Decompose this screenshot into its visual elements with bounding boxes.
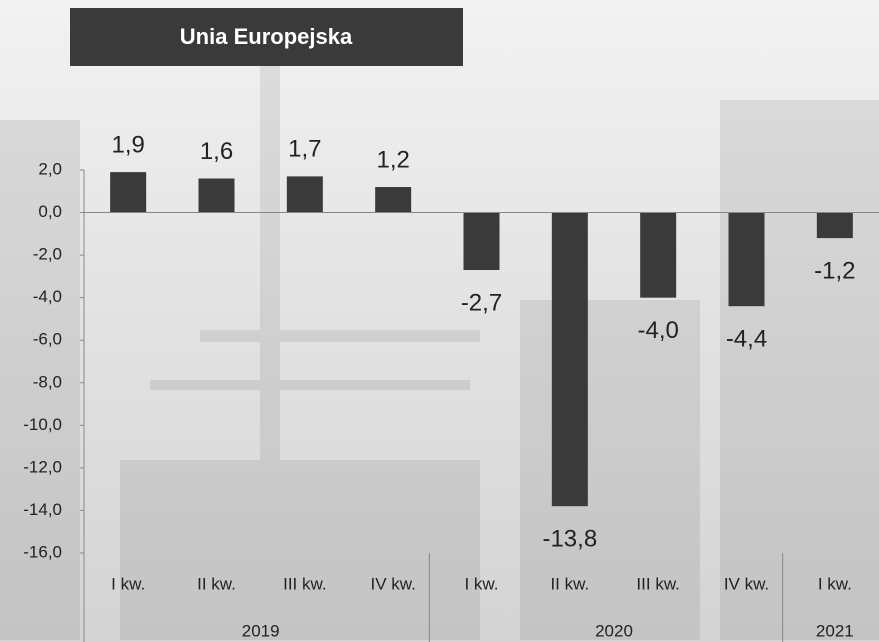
value-label: -4,0 (637, 317, 678, 344)
bar (463, 212, 500, 271)
group-label: 2020 (595, 621, 633, 640)
value-label: 1,2 (376, 146, 409, 173)
bar (640, 212, 677, 298)
value-label: 1,6 (200, 138, 233, 165)
y-tick-label: 0,0 (38, 202, 62, 221)
value-label: -13,8 (542, 526, 597, 553)
value-label: -1,2 (814, 257, 855, 284)
x-tick-label: I kw. (111, 574, 145, 593)
value-label: 1,9 (111, 131, 144, 158)
x-tick-label: IV kw. (370, 574, 415, 593)
bar (551, 212, 588, 507)
y-tick-label: -4,0 (33, 287, 62, 306)
group-label: 2019 (242, 621, 280, 640)
y-tick-label: -12,0 (23, 457, 62, 476)
bar (816, 212, 853, 239)
y-tick-label: -8,0 (33, 372, 62, 391)
y-tick-label: -16,0 (23, 542, 62, 561)
bar (375, 187, 412, 213)
background-photo (0, 40, 879, 640)
x-tick-label: II kw. (550, 574, 589, 593)
y-tick-label: 2,0 (38, 159, 62, 178)
y-tick-label: -6,0 (33, 330, 62, 349)
value-label: -2,7 (461, 289, 502, 316)
bar (110, 172, 147, 213)
value-label: -4,4 (726, 326, 767, 353)
x-tick-label: II kw. (197, 574, 236, 593)
x-tick-label: IV kw. (724, 574, 769, 593)
x-tick-label: III kw. (636, 574, 679, 593)
y-tick-label: -10,0 (23, 415, 62, 434)
bar (198, 178, 235, 213)
x-tick-label: III kw. (283, 574, 326, 593)
x-tick-label: I kw. (818, 574, 852, 593)
group-label: 2021 (816, 621, 854, 640)
x-tick-label: I kw. (464, 574, 498, 593)
bar (728, 212, 765, 307)
chart-title: Unia Europejska (180, 24, 353, 49)
y-tick-label: -14,0 (23, 500, 62, 519)
bar (286, 176, 323, 213)
y-tick-label: -2,0 (33, 245, 62, 264)
title-box (70, 8, 463, 66)
value-label: 1,7 (288, 136, 321, 163)
